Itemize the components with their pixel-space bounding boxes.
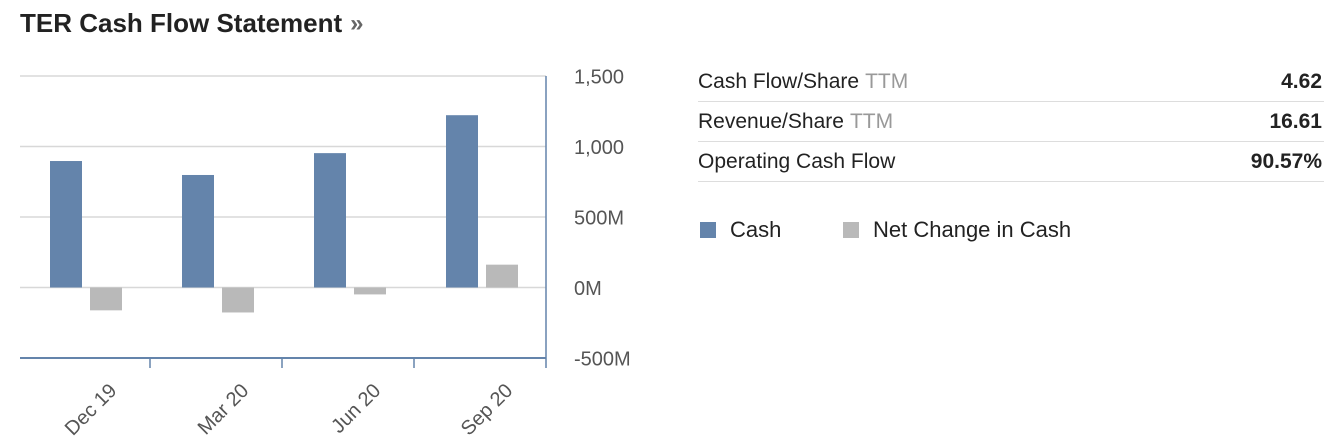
stat-label: Operating Cash Flow bbox=[698, 150, 895, 174]
stat-value: 90.57% bbox=[1250, 150, 1322, 173]
bar bbox=[354, 287, 386, 295]
bar bbox=[486, 264, 518, 288]
bar bbox=[222, 287, 254, 313]
stat-suffix: TTM bbox=[849, 110, 894, 133]
y-tick-label: 0M bbox=[574, 278, 602, 300]
legend-label: Net Change in Cash bbox=[873, 217, 1071, 242]
stat-label: Cash Flow/Share TTM bbox=[698, 70, 908, 94]
legend-label: Cash bbox=[730, 217, 781, 242]
stats-row: Revenue/Share TTM 16.61 bbox=[698, 102, 1324, 142]
y-tick-label: 500M bbox=[574, 207, 624, 229]
stat-suffix: TTM bbox=[865, 70, 909, 93]
stat-label: Revenue/Share TTM bbox=[698, 110, 893, 134]
y-tick-label: -500M bbox=[574, 348, 631, 370]
bar bbox=[90, 287, 122, 311]
stat-label-text: Revenue/Share bbox=[698, 110, 844, 133]
title-text: TER Cash Flow Statement bbox=[20, 8, 342, 38]
y-tick-label: 1,000 bbox=[574, 137, 624, 159]
bar bbox=[314, 153, 346, 288]
legend-swatch bbox=[700, 222, 716, 238]
bar bbox=[446, 115, 478, 288]
y-tick-label: 1,500 bbox=[574, 66, 624, 88]
stat-value: 4.62 bbox=[1281, 70, 1322, 93]
legend-swatch bbox=[843, 222, 859, 238]
bar bbox=[50, 161, 82, 288]
x-tick-label: Mar 20 bbox=[194, 380, 254, 440]
title-link[interactable]: » bbox=[350, 10, 363, 37]
stats-row: Cash Flow/Share TTM 4.62 bbox=[698, 62, 1324, 102]
stat-value: 16.61 bbox=[1269, 110, 1322, 133]
x-tick-label: Dec 19 bbox=[61, 380, 121, 440]
stats-row: Operating Cash Flow 90.57% bbox=[698, 142, 1324, 182]
bar bbox=[182, 174, 214, 288]
x-tick-label: Jun 20 bbox=[327, 380, 385, 438]
x-tick-label: Sep 20 bbox=[457, 380, 517, 440]
chart-title: TER Cash Flow Statement » bbox=[20, 8, 364, 38]
stat-label-text: Operating Cash Flow bbox=[698, 150, 896, 173]
stat-label-text: Cash Flow/Share bbox=[698, 70, 860, 93]
